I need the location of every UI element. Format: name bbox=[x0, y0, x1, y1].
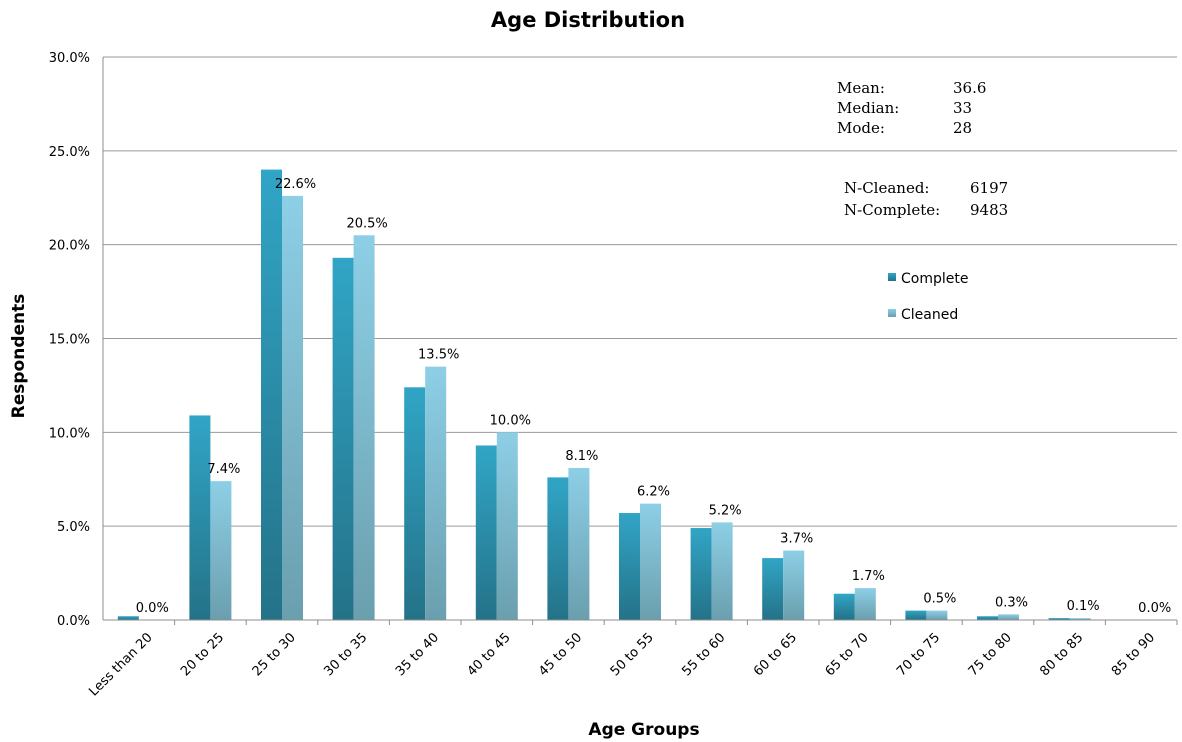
bar-complete bbox=[619, 513, 640, 620]
bar-complete bbox=[547, 477, 569, 620]
x-tick-label: 40 to 45 bbox=[465, 630, 514, 679]
bar-complete bbox=[833, 593, 855, 620]
bar-cleaned bbox=[783, 550, 805, 620]
bar-complete bbox=[117, 616, 139, 620]
x-tick-label: 45 to 50 bbox=[536, 630, 585, 679]
data-label: 13.5% bbox=[418, 348, 459, 363]
stat-mode-label: Mode: bbox=[837, 119, 885, 137]
x-tick-label: 80 to 85 bbox=[1037, 630, 1086, 679]
bars bbox=[117, 169, 1091, 621]
x-tick-label: 35 to 40 bbox=[393, 630, 442, 679]
data-label: 0.3% bbox=[995, 595, 1028, 610]
bar-cleaned bbox=[282, 195, 303, 620]
y-tick-label: 30.0% bbox=[49, 51, 90, 66]
bar-cleaned bbox=[926, 610, 948, 620]
bar-cleaned bbox=[425, 366, 447, 620]
y-tick-label: 20.0% bbox=[49, 239, 90, 254]
data-label: 10.0% bbox=[490, 413, 531, 428]
data-label: 3.7% bbox=[780, 532, 813, 547]
bar-cleaned bbox=[854, 588, 876, 620]
bar-cleaned bbox=[496, 432, 518, 620]
y-tick-label: 10.0% bbox=[49, 426, 90, 441]
bar-complete bbox=[404, 387, 426, 620]
x-tick-label: Less than 20 bbox=[86, 630, 155, 699]
y-tick-label: 5.0% bbox=[57, 520, 90, 535]
bar-cleaned bbox=[640, 503, 661, 620]
data-label: 6.2% bbox=[637, 485, 670, 500]
data-label: 22.6% bbox=[275, 177, 316, 192]
bar-complete bbox=[261, 169, 282, 620]
stat-median-value: 33 bbox=[953, 99, 972, 117]
x-tick-label: 30 to 35 bbox=[321, 630, 370, 679]
stat-mode-value: 28 bbox=[953, 119, 972, 137]
y-axis-title: Respondents bbox=[9, 294, 29, 419]
x-tick-label: 85 to 90 bbox=[1109, 630, 1158, 679]
y-tick-label: 0.0% bbox=[57, 614, 90, 629]
bar-cleaned bbox=[353, 235, 375, 621]
bar-cleaned bbox=[1069, 618, 1091, 620]
bar-complete bbox=[905, 610, 927, 620]
bar-cleaned bbox=[568, 467, 590, 620]
stats-box: Mean: 36.6 Median: 33 Mode: 28 N-Cleaned… bbox=[837, 79, 1008, 219]
data-label: 5.2% bbox=[709, 503, 742, 518]
bar-complete bbox=[690, 528, 712, 620]
data-labels: 0.0% 7.4% 22.6% 20.5% 13.5% 10.0% 8.1% 6.2% 5.2%… bbox=[136, 177, 1171, 616]
stat-mean-label: Mean: bbox=[837, 79, 885, 97]
data-label: 0.5% bbox=[923, 592, 956, 607]
count-cleaned-label: N-Cleaned: bbox=[844, 179, 929, 197]
data-label: 0.0% bbox=[136, 601, 169, 616]
count-cleaned-value: 6197 bbox=[970, 179, 1008, 197]
bar-complete bbox=[189, 415, 211, 620]
data-label: 0.1% bbox=[1067, 599, 1100, 614]
bar-complete bbox=[762, 558, 784, 620]
bar-complete bbox=[475, 445, 497, 620]
stat-median-label: Median: bbox=[837, 99, 899, 117]
data-label: 7.4% bbox=[207, 462, 240, 477]
x-tick-label: 55 to 60 bbox=[679, 630, 728, 679]
y-tick-label: 15.0% bbox=[49, 333, 90, 348]
bar-cleaned bbox=[711, 522, 733, 620]
count-complete-value: 9483 bbox=[970, 201, 1008, 219]
y-axis-ticks: 0.0% 5.0% 10.0% 15.0% 20.0% 25.0% 30.0% bbox=[49, 51, 90, 629]
chart-title: Age Distribution bbox=[491, 8, 685, 32]
bar-complete bbox=[977, 616, 998, 620]
x-axis-ticks: Less than 20 20 to 25 25 to 30 30 to 35 35 t… bbox=[86, 620, 1178, 699]
data-label: 1.7% bbox=[852, 569, 885, 584]
x-tick-label: 50 to 55 bbox=[608, 630, 657, 679]
x-tick-label: 20 to 25 bbox=[178, 630, 227, 679]
bar-cleaned bbox=[998, 614, 1019, 620]
legend-swatch-complete bbox=[888, 273, 896, 281]
x-tick-label: 70 to 75 bbox=[894, 630, 943, 679]
legend-label-complete: Complete bbox=[901, 271, 968, 287]
x-tick-label: 60 to 65 bbox=[751, 630, 800, 679]
data-label: 0.0% bbox=[1138, 601, 1171, 616]
bar-complete bbox=[1048, 618, 1070, 620]
x-axis-title: Age Groups bbox=[588, 720, 699, 740]
legend-label-cleaned: Cleaned bbox=[901, 307, 958, 323]
legend-swatch-cleaned bbox=[888, 309, 896, 317]
data-label: 20.5% bbox=[346, 216, 387, 231]
count-complete-label: N-Complete: bbox=[844, 201, 940, 219]
bar-cleaned bbox=[210, 481, 232, 620]
x-tick-label: 75 to 80 bbox=[966, 630, 1015, 679]
stat-mean-value: 36.6 bbox=[953, 79, 986, 97]
x-tick-label: 65 to 70 bbox=[823, 630, 872, 679]
data-label: 8.1% bbox=[565, 449, 598, 464]
legend: Complete Cleaned bbox=[888, 271, 968, 323]
bar-complete bbox=[332, 257, 354, 620]
x-tick-label: 25 to 30 bbox=[250, 630, 299, 679]
y-tick-label: 25.0% bbox=[49, 145, 90, 160]
